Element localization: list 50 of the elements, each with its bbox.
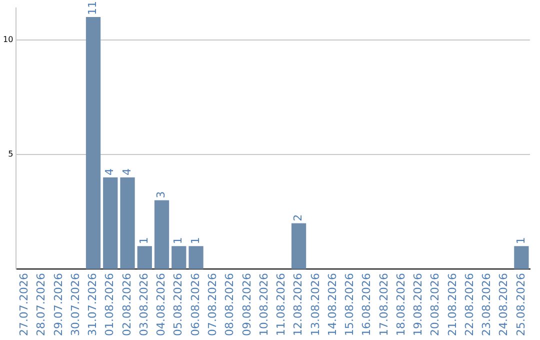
x-tick-label: 29.07.2026 <box>52 273 65 336</box>
bar <box>514 246 529 270</box>
bar <box>120 177 135 270</box>
x-tick-label: 03.08.2026 <box>137 273 150 336</box>
x-tick-label: 05.08.2026 <box>172 273 185 336</box>
x-tick-label: 07.08.2026 <box>206 273 220 336</box>
bar <box>291 223 306 270</box>
x-tick-label: 24.08.2026 <box>497 273 510 336</box>
x-tick-label: 27.07.2026 <box>18 273 31 336</box>
data-label: 1 <box>137 237 150 244</box>
data-label: 1 <box>188 237 202 244</box>
bar <box>137 246 152 270</box>
x-tick-label: 10.08.2026 <box>257 273 270 336</box>
y-tick-label: 10 <box>2 34 14 44</box>
x-tick-label: 09.08.2026 <box>240 273 254 336</box>
x-tick-label: 20.08.2026 <box>428 273 442 336</box>
x-tick-label: 08.08.2026 <box>223 273 236 336</box>
data-label: 4 <box>103 168 116 176</box>
x-tick-label: 23.08.2026 <box>480 273 494 336</box>
x-tick-label: 13.08.2026 <box>308 273 322 336</box>
bar <box>188 246 204 270</box>
x-tick-label: 01.08.2026 <box>103 273 116 336</box>
data-label: 4 <box>120 168 134 176</box>
x-tick-label: 14.08.2026 <box>326 273 339 336</box>
bar <box>86 16 101 270</box>
x-tick-label: 16.08.2026 <box>360 273 374 336</box>
data-label: 2 <box>292 214 305 222</box>
x-tick-label: 11.08.2026 <box>274 273 288 336</box>
x-tick-label: 02.08.2026 <box>120 273 134 336</box>
x-tick-label: 04.08.2026 <box>154 273 168 336</box>
x-tick-label: 06.08.2026 <box>188 273 202 336</box>
x-tick-label: 28.07.2026 <box>34 273 48 336</box>
data-label: 1 <box>172 237 185 244</box>
x-tick-label: 19.08.2026 <box>412 273 425 336</box>
bar <box>172 246 186 270</box>
x-tick-label: 21.08.2026 <box>446 273 459 336</box>
x-tick-label: 12.08.2026 <box>292 273 305 336</box>
x-tick-label: 22.08.2026 <box>462 273 476 336</box>
x-tick-label: 30.07.2026 <box>68 273 82 336</box>
bar <box>154 200 170 270</box>
bar <box>103 177 118 270</box>
x-tick-label: 17.08.2026 <box>377 273 390 336</box>
data-label: 11 <box>86 0 100 15</box>
data-label: 3 <box>154 191 168 198</box>
x-tick-label: 31.07.2026 <box>86 273 100 336</box>
x-tick-label: 18.08.2026 <box>394 273 408 336</box>
y-tick-label: 5 <box>8 150 14 159</box>
x-tick-label: 25.08.2026 <box>514 273 528 336</box>
data-label: 1 <box>514 237 528 244</box>
x-tick-label: 15.08.2026 <box>343 273 356 336</box>
